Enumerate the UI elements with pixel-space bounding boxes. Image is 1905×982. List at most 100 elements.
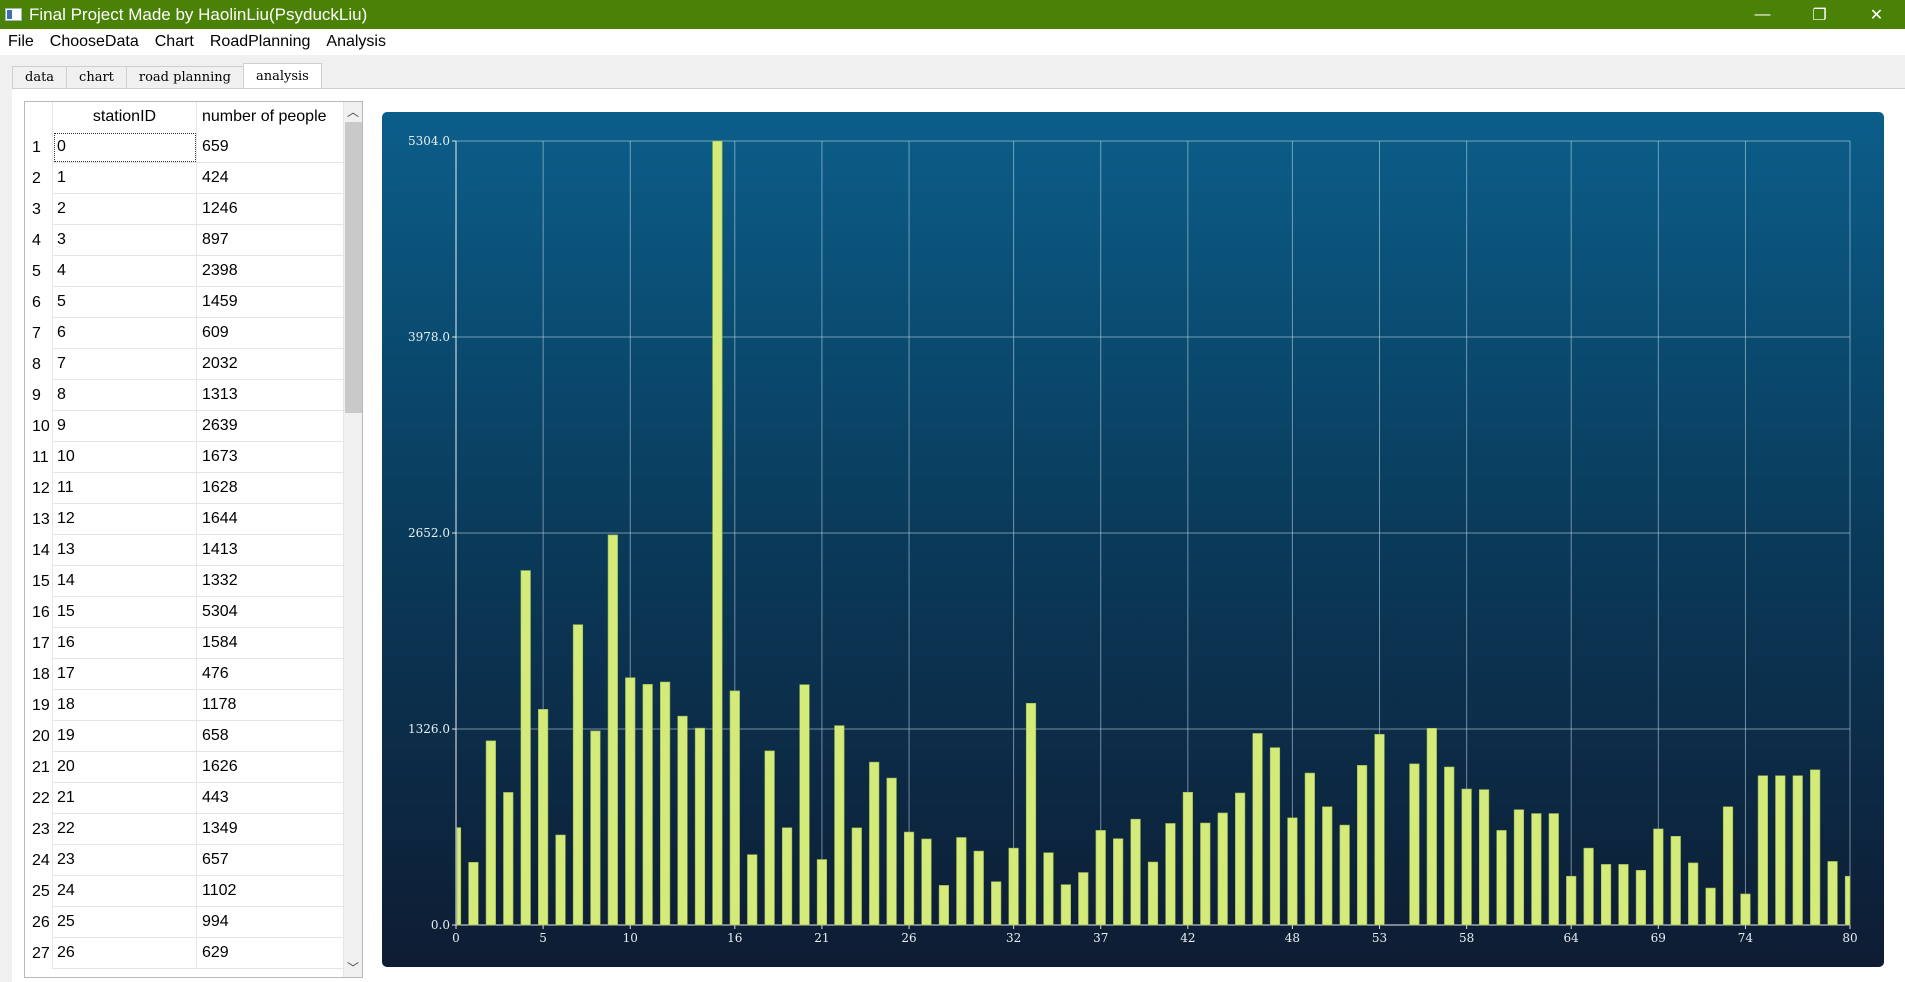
cell-number-of-people[interactable]: 1459: [197, 287, 344, 318]
scroll-up-icon[interactable]: ︿: [346, 105, 359, 119]
cell-stationid[interactable]: 24: [53, 876, 197, 907]
cell-number-of-people[interactable]: 1673: [197, 442, 344, 473]
cell-stationid[interactable]: 17: [53, 659, 197, 690]
table-row[interactable]: 23 22 1349: [25, 814, 345, 845]
cell-number-of-people[interactable]: 1584: [197, 628, 344, 659]
table-row[interactable]: 8 7 2032: [25, 349, 345, 380]
cell-stationid[interactable]: 14: [53, 566, 197, 597]
row-number[interactable]: 27: [25, 938, 53, 969]
cell-number-of-people[interactable]: 443: [197, 783, 344, 814]
cell-stationid[interactable]: 3: [53, 225, 197, 256]
cell-number-of-people[interactable]: 994: [197, 907, 344, 938]
cell-stationid[interactable]: 21: [53, 783, 197, 814]
table-row[interactable]: 11 10 1673: [25, 442, 345, 473]
table-row[interactable]: 21 20 1626: [25, 752, 345, 783]
cell-stationid[interactable]: 8: [53, 380, 197, 411]
row-number[interactable]: 14: [25, 535, 53, 566]
row-number[interactable]: 24: [25, 845, 53, 876]
row-number[interactable]: 4: [25, 225, 53, 256]
tab-road-planning[interactable]: road planning: [125, 66, 244, 89]
cell-stationid[interactable]: 16: [53, 628, 197, 659]
cell-number-of-people[interactable]: 658: [197, 721, 344, 752]
cell-stationid[interactable]: 26: [53, 938, 197, 969]
cell-number-of-people[interactable]: 1626: [197, 752, 344, 783]
cell-stationid[interactable]: 5: [53, 287, 197, 318]
table-row[interactable]: 12 11 1628: [25, 473, 345, 504]
station-table[interactable]: stationID number of people 1 0 659 2 1 424 3 2 1…: [24, 101, 363, 978]
table-row[interactable]: 17 16 1584: [25, 628, 345, 659]
close-button[interactable]: ✕: [1869, 6, 1884, 24]
cell-number-of-people[interactable]: 1349: [197, 814, 344, 845]
cell-number-of-people[interactable]: 1413: [197, 535, 344, 566]
table-row[interactable]: 24 23 657: [25, 845, 345, 876]
row-number[interactable]: 3: [25, 194, 53, 225]
cell-stationid[interactable]: 10: [53, 442, 197, 473]
row-number[interactable]: 5: [25, 256, 53, 287]
cell-number-of-people[interactable]: 659: [197, 132, 344, 163]
cell-stationid[interactable]: 6: [53, 318, 197, 349]
table-row[interactable]: 4 3 897: [25, 225, 345, 256]
row-number[interactable]: 23: [25, 814, 53, 845]
scroll-down-icon[interactable]: ﹀: [346, 961, 359, 975]
cell-number-of-people[interactable]: 2639: [197, 411, 344, 442]
menu-file[interactable]: File: [8, 33, 34, 50]
cell-stationid[interactable]: 20: [53, 752, 197, 783]
row-number[interactable]: 15: [25, 566, 53, 597]
cell-stationid[interactable]: 9: [53, 411, 197, 442]
cell-stationid[interactable]: 2: [53, 194, 197, 225]
cell-stationid[interactable]: 7: [53, 349, 197, 380]
row-number[interactable]: 10: [25, 411, 53, 442]
cell-number-of-people[interactable]: 609: [197, 318, 344, 349]
scroll-thumb[interactable]: [345, 122, 362, 413]
cell-stationid[interactable]: 12: [53, 504, 197, 535]
column-header-number-of-people[interactable]: number of people: [197, 102, 344, 132]
cell-number-of-people[interactable]: 424: [197, 163, 344, 194]
cell-number-of-people[interactable]: 1246: [197, 194, 344, 225]
cell-stationid[interactable]: 23: [53, 845, 197, 876]
minimize-button[interactable]: —: [1754, 5, 1771, 23]
cell-stationid[interactable]: 0: [53, 132, 197, 163]
restore-button[interactable]: ❐: [1812, 6, 1827, 24]
row-number[interactable]: 20: [25, 721, 53, 752]
cell-number-of-people[interactable]: 5304: [197, 597, 344, 628]
cell-stationid[interactable]: 18: [53, 690, 197, 721]
row-number[interactable]: 18: [25, 659, 53, 690]
table-row[interactable]: 14 13 1413: [25, 535, 345, 566]
table-row[interactable]: 3 2 1246: [25, 194, 345, 225]
cell-number-of-people[interactable]: 657: [197, 845, 344, 876]
cell-number-of-people[interactable]: 1313: [197, 380, 344, 411]
menu-chart[interactable]: Chart: [154, 33, 194, 50]
table-row[interactable]: 26 25 994: [25, 907, 345, 938]
cell-stationid[interactable]: 11: [53, 473, 197, 504]
cell-stationid[interactable]: 25: [53, 907, 197, 938]
cell-stationid[interactable]: 15: [53, 597, 197, 628]
cell-number-of-people[interactable]: 1332: [197, 566, 344, 597]
row-number[interactable]: 2: [25, 163, 53, 194]
row-number[interactable]: 13: [25, 504, 53, 535]
cell-stationid[interactable]: 1: [53, 163, 197, 194]
table-row[interactable]: 1 0 659: [25, 132, 345, 163]
cell-number-of-people[interactable]: 1644: [197, 504, 344, 535]
row-number[interactable]: 9: [25, 380, 53, 411]
cell-stationid[interactable]: 4: [53, 256, 197, 287]
row-number[interactable]: 25: [25, 876, 53, 907]
row-number[interactable]: 22: [25, 783, 53, 814]
tab-chart[interactable]: chart: [66, 66, 127, 89]
row-number[interactable]: 6: [25, 287, 53, 318]
row-number[interactable]: 19: [25, 690, 53, 721]
table-row[interactable]: 6 5 1459: [25, 287, 345, 318]
menu-choosedata[interactable]: ChooseData: [49, 33, 139, 50]
cell-number-of-people[interactable]: 1102: [197, 876, 344, 907]
cell-number-of-people[interactable]: 897: [197, 225, 344, 256]
table-row[interactable]: 19 18 1178: [25, 690, 345, 721]
table-row[interactable]: 15 14 1332: [25, 566, 345, 597]
table-row[interactable]: 22 21 443: [25, 783, 345, 814]
table-row[interactable]: 7 6 609: [25, 318, 345, 349]
row-number[interactable]: 16: [25, 597, 53, 628]
cell-number-of-people[interactable]: 2032: [197, 349, 344, 380]
column-header-stationid[interactable]: stationID: [53, 102, 197, 132]
cell-stationid[interactable]: 13: [53, 535, 197, 566]
table-row[interactable]: 9 8 1313: [25, 380, 345, 411]
table-row[interactable]: 25 24 1102: [25, 876, 345, 907]
table-row[interactable]: 27 26 629: [25, 938, 345, 969]
